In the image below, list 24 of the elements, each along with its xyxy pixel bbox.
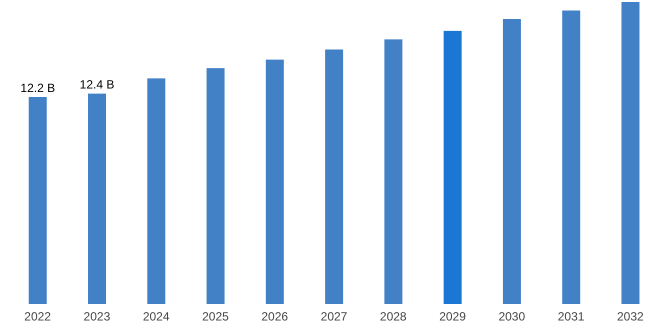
bar <box>325 50 344 304</box>
bar <box>384 39 402 304</box>
x-tick-label: 2025 <box>202 310 230 324</box>
x-tick-label: 2030 <box>498 310 526 324</box>
bar <box>444 30 462 304</box>
x-tick-label: 2024 <box>142 310 170 324</box>
x-tick-label: 2027 <box>320 310 348 324</box>
data-label: 12.4 B <box>80 78 114 92</box>
x-tick-label: 2026 <box>261 310 288 324</box>
bar <box>147 78 166 304</box>
x-tick-label: 2023 <box>84 310 111 324</box>
x-tick-label: 2032 <box>617 310 644 324</box>
bar <box>88 94 106 304</box>
data-label: 12.2 B <box>20 81 56 96</box>
x-tick-label: 2028 <box>380 310 407 324</box>
bar <box>206 68 225 304</box>
bar <box>562 10 580 304</box>
bar <box>266 60 284 304</box>
x-tick-label: 2031 <box>558 310 585 324</box>
bar <box>28 97 47 304</box>
bar <box>621 2 640 304</box>
bar <box>502 18 521 304</box>
x-tick-label: 2022 <box>24 310 52 324</box>
x-tick-label: 2029 <box>439 310 466 324</box>
